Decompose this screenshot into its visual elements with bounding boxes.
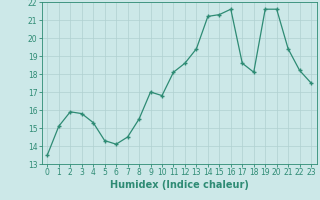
- X-axis label: Humidex (Indice chaleur): Humidex (Indice chaleur): [110, 180, 249, 190]
